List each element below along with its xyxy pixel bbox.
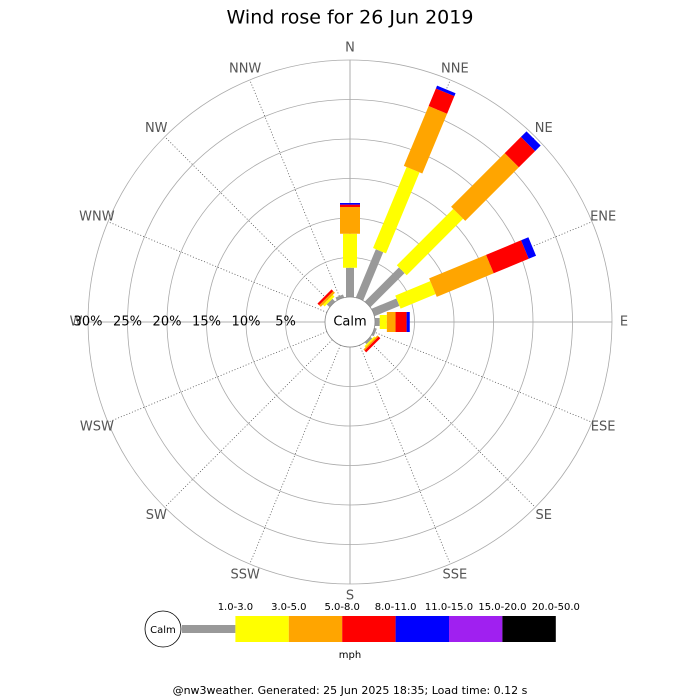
- wind-segment: [486, 240, 529, 274]
- direction-label: SE: [536, 508, 552, 523]
- grid-ring: [206, 178, 494, 466]
- wind-segment: [428, 88, 455, 114]
- grid-ring: [166, 138, 534, 506]
- r-tick-label: 10%: [232, 315, 261, 330]
- wind-segment: [364, 336, 381, 353]
- wind-segment: [375, 318, 380, 326]
- wind-segment: [340, 204, 360, 207]
- wind-segment: [403, 106, 448, 174]
- legend-swatch: [235, 616, 289, 642]
- wind-segment: [396, 208, 464, 276]
- wind-segment: [326, 298, 336, 308]
- wind-segment: [355, 249, 384, 301]
- wind-segment: [340, 206, 360, 234]
- chart-title: Wind rose for 26 Jun 2019: [227, 7, 474, 29]
- wind-segment: [322, 294, 335, 307]
- wind-segment: [340, 202, 360, 205]
- wind-segment: [520, 131, 541, 152]
- wind-segment: [406, 312, 410, 332]
- wind-segment: [379, 315, 387, 329]
- legend-label: 5.0-8.0: [324, 602, 359, 613]
- wind-segment: [317, 289, 334, 306]
- legend-label: 8.0-11.0: [375, 602, 417, 613]
- grid-ring: [127, 99, 573, 545]
- wind-segment: [364, 336, 376, 348]
- direction-label: NE: [535, 121, 553, 136]
- legend-label: 1.0-3.0: [218, 602, 253, 613]
- direction-label: NNE: [441, 61, 469, 76]
- r-tick-label: 5%: [275, 315, 296, 330]
- legend-calm: [144, 610, 182, 648]
- wind-segment: [395, 281, 436, 309]
- calm-label: Calm: [333, 315, 366, 330]
- direction-label: W: [70, 315, 83, 330]
- wind-segment: [346, 267, 354, 297]
- legend-swatch: [502, 616, 556, 642]
- wind-segment: [364, 267, 405, 308]
- direction-label: ENE: [590, 210, 616, 225]
- direction-label: E: [620, 315, 628, 330]
- direction-label: SSE: [442, 568, 467, 583]
- wind-segment: [373, 167, 420, 254]
- legend-swatch: [395, 616, 449, 642]
- calm-circle: [324, 296, 376, 348]
- direction-label: WSW: [80, 419, 114, 434]
- r-tick-label: 15%: [192, 315, 221, 330]
- legend-swatch: [182, 625, 236, 633]
- legend-swatch: [449, 616, 503, 642]
- r-tick-label: 25%: [113, 315, 142, 330]
- wind-segment: [395, 312, 407, 332]
- direction-label: ESE: [591, 419, 616, 434]
- wind-segment: [371, 327, 377, 337]
- direction-label: S: [346, 589, 354, 604]
- direction-label: NW: [145, 121, 168, 136]
- wind-segment: [504, 136, 536, 168]
- direction-label: SSW: [230, 568, 260, 583]
- legend-units: mph: [339, 650, 361, 661]
- wind-segment: [371, 298, 400, 317]
- wind-segment: [429, 254, 494, 297]
- direction-label: WNW: [79, 210, 115, 225]
- legend-label: 3.0-5.0: [271, 602, 306, 613]
- wind-segment: [319, 291, 335, 307]
- wind-segment: [343, 233, 357, 268]
- legend-swatch: [288, 616, 343, 642]
- direction-label: NNW: [229, 61, 261, 76]
- wind-segment: [364, 336, 373, 345]
- legend-swatch: [342, 616, 396, 642]
- legend-label: 11.0-15.0: [425, 602, 473, 613]
- direction-label: N: [345, 41, 355, 56]
- footer: @nw3weather. Generated: 25 Jun 2025 18:3…: [173, 684, 528, 697]
- legend-calm-label: Calm: [150, 625, 176, 636]
- wind-segment: [335, 294, 345, 301]
- grid-ring: [87, 59, 613, 585]
- wind-segment: [386, 312, 396, 332]
- direction-label: SW: [146, 508, 167, 523]
- wind-segment: [451, 153, 519, 221]
- wind-segment: [363, 335, 379, 351]
- r-tick-label: 20%: [153, 315, 182, 330]
- legend-label: 15.0-20.0: [478, 602, 526, 613]
- r-tick-label: 30%: [74, 315, 103, 330]
- legend-label: 20.0-50.0: [532, 602, 580, 613]
- wind-segment: [521, 237, 537, 259]
- wind-segment: [435, 85, 456, 97]
